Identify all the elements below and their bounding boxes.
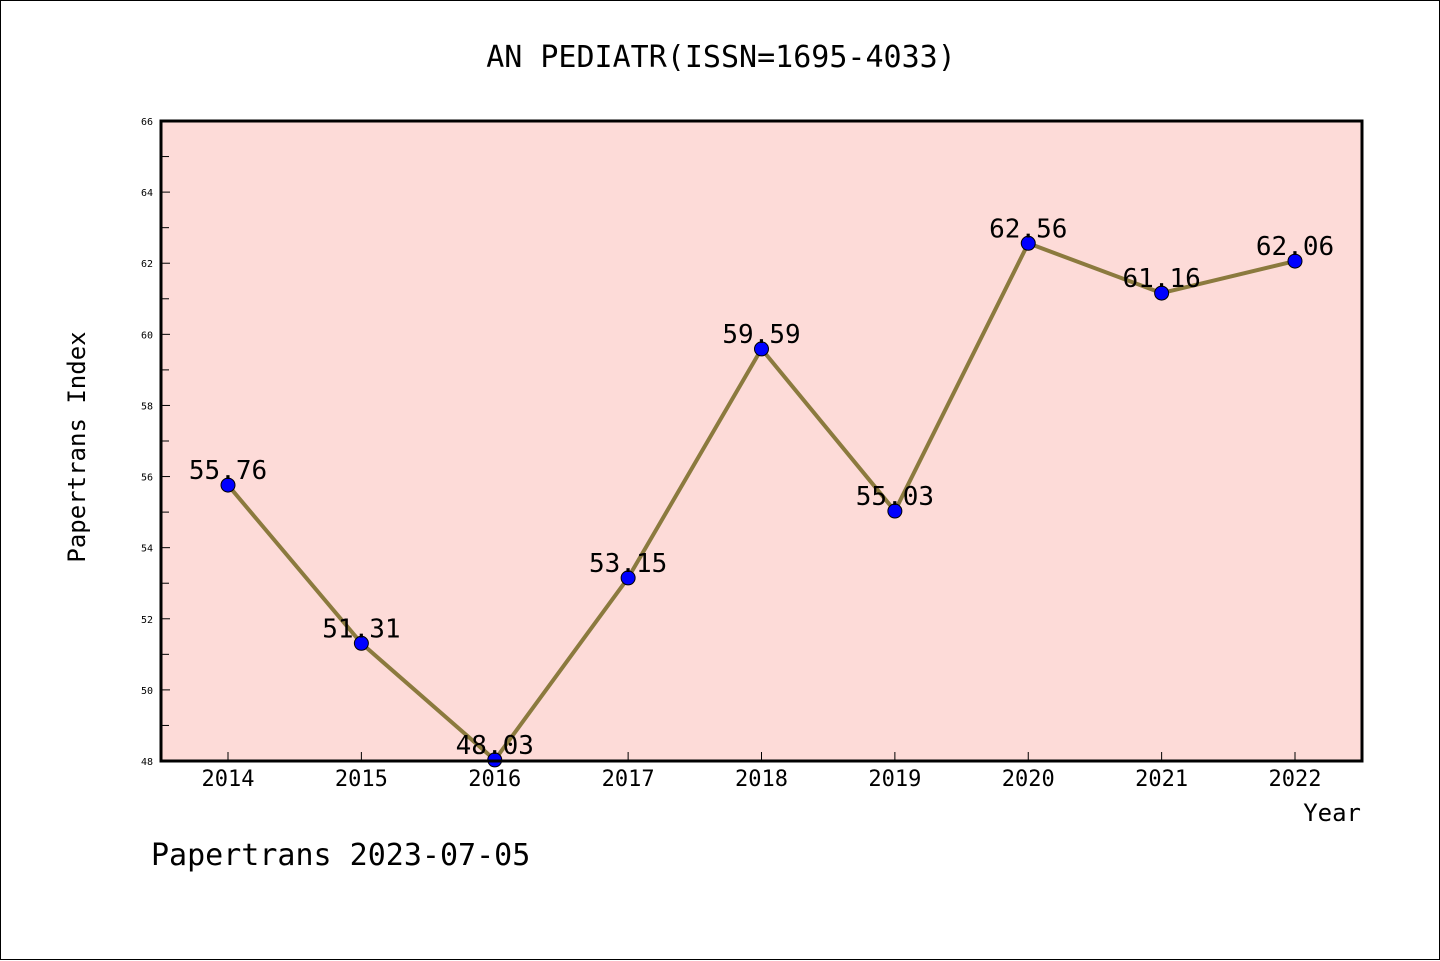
data-point xyxy=(353,635,369,651)
plot-border xyxy=(159,119,1364,763)
data-label: 51.31 xyxy=(322,614,400,644)
x-tick-label: 2022 xyxy=(1269,767,1322,792)
y-tick-label: 50 xyxy=(141,686,153,697)
data-point xyxy=(1020,235,1036,251)
chart-title: AN PEDIATR(ISSN=1695-4033) xyxy=(486,40,956,75)
y-tick-label: 66 xyxy=(141,117,153,128)
data-label: 62.06 xyxy=(1256,232,1334,262)
data-label: 59.59 xyxy=(722,320,800,350)
data-label: 53.15 xyxy=(589,549,667,579)
y-tick-label: 52 xyxy=(141,615,153,626)
footer-text: Papertrans 2023-07-05 xyxy=(151,838,530,873)
series-layer: 55.76 51.31 48.03 53.15 59.59 55.03 62.56 61.16… xyxy=(189,214,1334,768)
x-tick-label: 2018 xyxy=(735,767,788,792)
data-point xyxy=(220,477,236,493)
data-label: 62.56 xyxy=(989,214,1067,244)
y-tick-label: 60 xyxy=(141,330,153,341)
y-axis-title: Papertrans Index xyxy=(63,331,91,562)
y-tick-label: 48 xyxy=(141,757,153,768)
data-point xyxy=(1154,285,1170,301)
data-label: 61.16 xyxy=(1122,264,1200,294)
y-tick-label: 64 xyxy=(141,188,153,199)
x-axis-ticks: 2014 2015 2016 2017 2018 2019 2020 2021 2022 xyxy=(202,752,1322,792)
x-tick-label: 2016 xyxy=(468,767,521,792)
y-tick-label: 54 xyxy=(141,544,153,555)
data-point xyxy=(620,570,636,586)
x-tick-label: 2021 xyxy=(1135,767,1188,792)
x-tick-label: 2020 xyxy=(1002,767,1055,792)
x-tick-label: 2017 xyxy=(602,767,655,792)
data-point xyxy=(887,503,903,519)
y-tick-label: 58 xyxy=(141,401,153,412)
data-label: 48.03 xyxy=(456,731,534,761)
data-label: 55.76 xyxy=(189,456,267,486)
plot-area xyxy=(161,121,1362,761)
data-point xyxy=(754,341,769,357)
y-axis-ticks: 48 50 52 54 56 58 60 62 64 66 xyxy=(141,117,170,768)
x-axis-title: Year xyxy=(1303,799,1361,827)
data-point xyxy=(1287,253,1303,269)
data-label: 55.03 xyxy=(856,482,934,512)
x-tick-label: 2015 xyxy=(335,767,388,792)
y-tick-label: 56 xyxy=(141,473,153,484)
x-tick-label: 2019 xyxy=(868,767,921,792)
x-tick-label: 2014 xyxy=(202,767,255,792)
y-tick-label: 62 xyxy=(141,259,153,270)
